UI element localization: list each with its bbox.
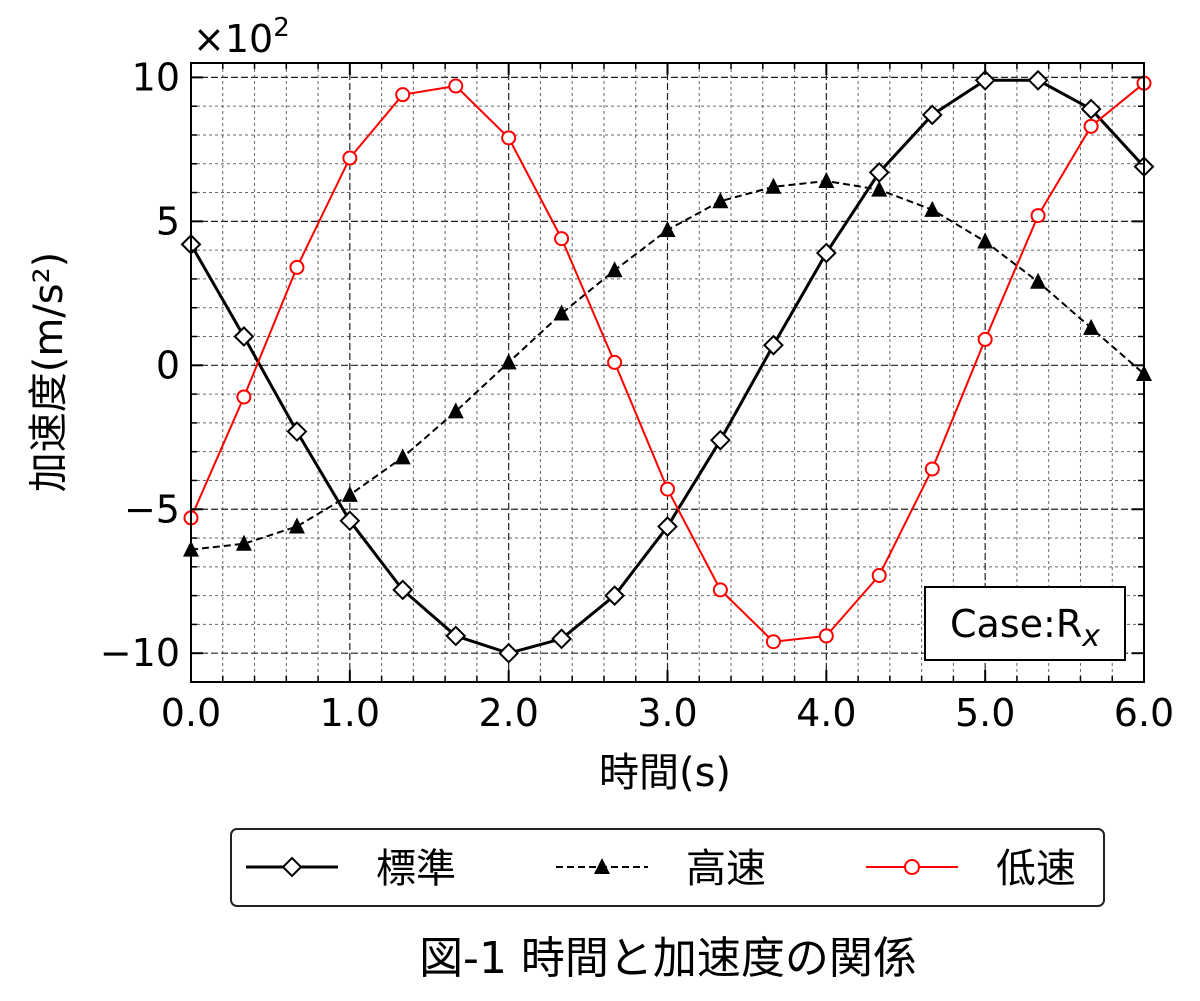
- data-point-triangle: [288, 517, 305, 534]
- y-tick-labels: −10 −5 0 5 10: [100, 55, 180, 675]
- legend-entry-slow: 低速: [866, 846, 1076, 892]
- series-layer: [180, 69, 1155, 664]
- x-tick-label: 0.0: [161, 691, 221, 735]
- data-point-circle: [236, 389, 252, 405]
- data-point-circle: [448, 78, 464, 94]
- x-tick-label: 6.0: [1114, 691, 1174, 735]
- data-point-triangle: [341, 485, 358, 502]
- data-point-diamond: [445, 625, 467, 647]
- legend-marker-standard: [281, 856, 303, 878]
- data-point-circle: [554, 231, 570, 247]
- legend-marker-slow: [904, 859, 920, 875]
- data-point-circle: [1030, 208, 1046, 224]
- data-point-circle: [1083, 118, 1099, 134]
- data-point-diamond: [709, 429, 731, 451]
- y-tick-label: −5: [124, 487, 180, 531]
- data-point-diamond: [392, 579, 414, 601]
- data-point-circle: [395, 87, 411, 103]
- legend-entry-fast: 高速: [556, 846, 766, 892]
- data-point-circle: [977, 331, 993, 347]
- data-point-circle: [871, 567, 887, 583]
- data-point-triangle: [1083, 318, 1100, 335]
- data-point-diamond: [974, 69, 996, 91]
- data-point-triangle: [500, 353, 517, 370]
- data-point-triangle: [871, 180, 888, 197]
- data-point-triangle: [553, 304, 570, 321]
- data-point-circle: [607, 354, 623, 370]
- data-point-triangle: [659, 220, 676, 237]
- y-tick-label: 5: [156, 199, 180, 243]
- y-tick-label: 10: [132, 55, 180, 99]
- x-tick-label: 2.0: [478, 691, 538, 735]
- legend-label-standard: 標準: [376, 846, 456, 892]
- data-point-triangle: [712, 192, 729, 209]
- data-point-diamond: [763, 334, 784, 356]
- data-point-circle: [924, 461, 940, 477]
- data-point-circle: [660, 481, 675, 497]
- data-point-diamond: [657, 516, 678, 537]
- data-point-diamond: [921, 104, 943, 126]
- data-point-circle: [342, 150, 358, 166]
- y-tick-label: −10: [100, 631, 180, 675]
- data-point-diamond: [551, 628, 572, 650]
- y-multiplier: ×102: [193, 13, 290, 61]
- legend-label-slow: 低速: [996, 846, 1076, 892]
- tick-marks: [190, 63, 1145, 683]
- data-point-triangle: [235, 534, 252, 551]
- data-point-diamond: [339, 510, 361, 532]
- data-point-triangle: [394, 448, 411, 465]
- data-point-circle: [501, 130, 517, 146]
- x-tick-label: 3.0: [637, 691, 697, 735]
- data-point-circle: [712, 582, 728, 598]
- data-point-diamond: [498, 642, 520, 664]
- data-point-diamond: [286, 421, 308, 442]
- data-point-diamond: [1027, 69, 1049, 91]
- data-point-triangle: [1030, 272, 1047, 289]
- data-point-triangle: [977, 232, 994, 249]
- data-point-triangle: [765, 177, 782, 194]
- x-tick-label: 5.0: [955, 691, 1015, 735]
- data-point-triangle: [447, 402, 464, 419]
- y-axis-label: 加速度(m/s²): [26, 252, 72, 493]
- x-tick-label: 4.0: [796, 691, 856, 735]
- data-point-triangle: [818, 172, 835, 189]
- series-2: [183, 75, 1152, 650]
- x-tick-labels: 0.0 1.0 2.0 3.0 4.0 5.0 6.0: [161, 691, 1174, 735]
- data-point-diamond: [815, 242, 837, 264]
- case-annotation-box: [924, 586, 1126, 661]
- data-point-circle: [765, 634, 781, 650]
- data-point-triangle: [606, 261, 623, 278]
- legend-label-fast: 高速: [686, 846, 766, 892]
- legend-marker-fast: [594, 858, 610, 874]
- data-point-diamond: [604, 585, 626, 607]
- legend-box: [230, 828, 1105, 907]
- case-annotation-text: Case:Rx: [950, 602, 1100, 654]
- figure-caption: 図-1 時間と加速度の関係: [419, 933, 917, 984]
- y-tick-label: 0: [156, 343, 180, 387]
- data-point-circle: [289, 259, 305, 275]
- data-point-circle: [818, 628, 834, 644]
- x-axis-label: 時間(s): [599, 750, 731, 796]
- case-annotation: Case:Rx: [924, 586, 1126, 661]
- data-point-triangle: [924, 200, 941, 217]
- legend: 標準 高速 低速: [230, 828, 1105, 907]
- data-point-diamond: [233, 326, 255, 347]
- x-tick-label: 1.0: [320, 691, 380, 735]
- legend-entry-standard: 標準: [246, 846, 456, 892]
- series-1: [183, 172, 1152, 557]
- data-point-diamond: [1080, 98, 1102, 120]
